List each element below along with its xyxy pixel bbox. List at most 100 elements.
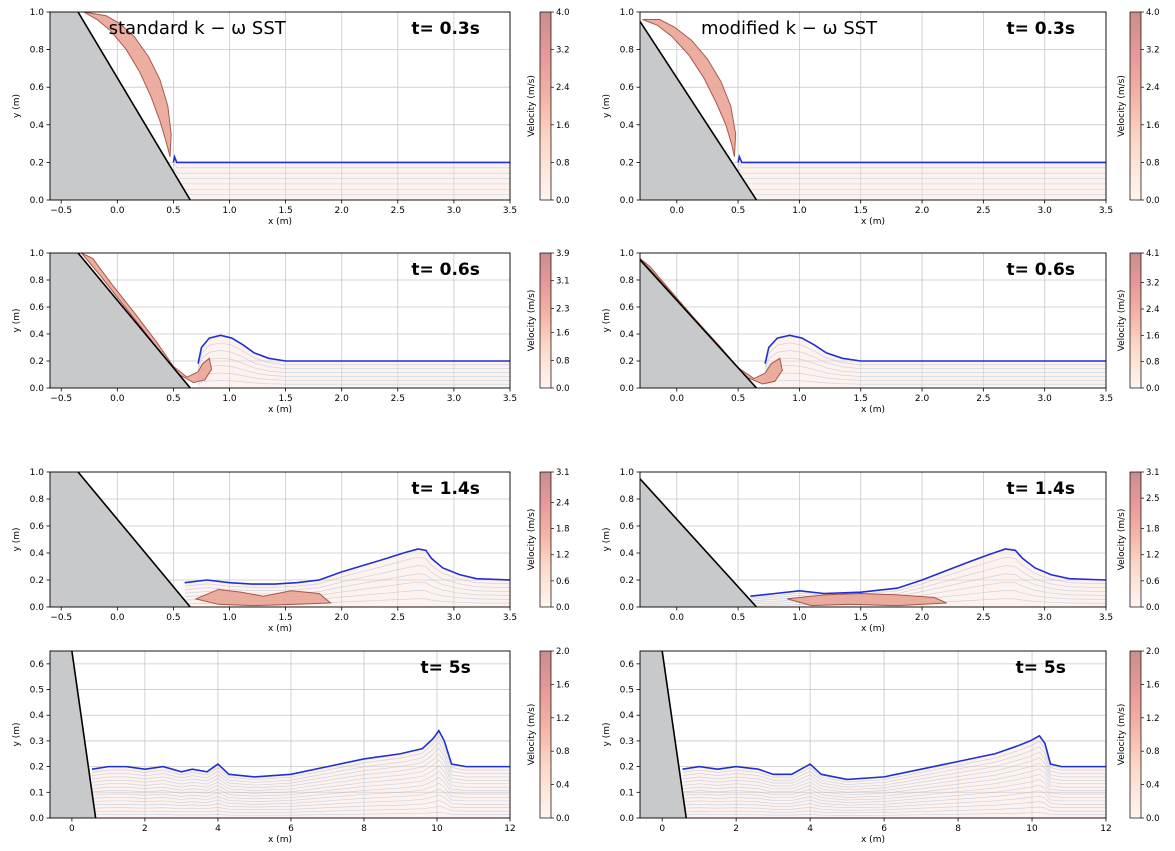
x-tick-label: 4 bbox=[215, 824, 221, 834]
streamline bbox=[764, 350, 1106, 371]
x-tick-label: 0 bbox=[659, 824, 665, 834]
x-tick-label: 3.5 bbox=[1099, 394, 1113, 404]
colorbar-tick-label: 0.0 bbox=[556, 603, 570, 613]
streamline bbox=[91, 753, 510, 789]
slope-solid bbox=[50, 651, 96, 818]
y-tick-label: 0.2 bbox=[30, 357, 44, 367]
y-tick-label: 0.3 bbox=[30, 737, 44, 747]
free-surface-line bbox=[682, 734, 1106, 781]
high-velocity-jet bbox=[640, 258, 783, 385]
colorbar-label: Velocity (m/s) bbox=[527, 75, 537, 137]
x-tick-label: 3.0 bbox=[447, 206, 462, 216]
x-axis-label: x (m) bbox=[861, 835, 885, 845]
y-tick-label: 1.0 bbox=[620, 249, 635, 259]
colorbar bbox=[1129, 471, 1142, 608]
plot-area bbox=[50, 651, 510, 818]
colorbar-tick-label: 0.0 bbox=[556, 196, 570, 206]
slope-edge bbox=[77, 472, 191, 607]
colorbar-label: Velocity (m/s) bbox=[1117, 509, 1127, 571]
y-tick-label: 0.6 bbox=[620, 303, 635, 313]
y-tick-label: 0.8 bbox=[620, 46, 635, 56]
colorbar bbox=[539, 11, 552, 201]
colorbar-tick-label: 0.0 bbox=[1146, 603, 1160, 613]
streamline bbox=[682, 795, 1106, 809]
panel-content bbox=[640, 258, 1106, 388]
y-tick-label: 0.4 bbox=[620, 549, 635, 559]
plot-frame bbox=[49, 11, 511, 201]
y-axis-label: y (m) bbox=[602, 528, 612, 552]
free-surface-line bbox=[737, 154, 1106, 164]
colorbar-tick-label: 0.8 bbox=[556, 356, 570, 366]
y-tick-label: 0.3 bbox=[620, 737, 634, 747]
plot-frame bbox=[639, 471, 1107, 608]
y-tick-label: 0.0 bbox=[30, 814, 45, 824]
y-tick-label: 0.2 bbox=[30, 763, 44, 773]
plot-frame bbox=[639, 252, 1107, 389]
streamline bbox=[91, 741, 510, 783]
x-tick-label: 3.5 bbox=[1099, 613, 1113, 623]
y-tick-label: 0.2 bbox=[620, 158, 634, 168]
panel-content bbox=[640, 478, 1106, 607]
streamline bbox=[682, 806, 1106, 814]
water-velocity-field bbox=[91, 730, 510, 818]
colorbar-tick-label: 1.6 bbox=[556, 121, 570, 131]
colorbar-label: Velocity (m/s) bbox=[527, 704, 537, 766]
streamline bbox=[682, 740, 1106, 783]
colorbar-tick-label: 2.0 bbox=[556, 647, 570, 657]
streamline bbox=[91, 735, 510, 780]
colorbar bbox=[1129, 650, 1142, 819]
free-surface-line bbox=[184, 548, 510, 585]
colorbar-tick-label: 2.0 bbox=[1146, 647, 1160, 657]
y-axis-label: y (m) bbox=[12, 723, 22, 747]
x-tick-label: 1.0 bbox=[792, 394, 807, 404]
colorbar-tick-label: 3.2 bbox=[1146, 279, 1160, 289]
y-tick-label: 0.8 bbox=[30, 276, 45, 286]
y-tick-label: 0.0 bbox=[30, 196, 45, 206]
streamline bbox=[91, 788, 510, 805]
panel-mod-t14: 0.0 0.5 1.0 1.5 2.0 2.5 3.0 3.5 0.0 0.2 0.4 0.6 0.8 1… bbox=[602, 468, 1160, 634]
panel-mod-t5: 0 2 4 6 8 10 12 0.0 0.1 0.2 0.3 0.4 0.5 0.6 x (m) y (m)… bbox=[602, 647, 1160, 845]
y-tick-label: 0.8 bbox=[620, 276, 635, 286]
x-tick-label: 2.0 bbox=[335, 394, 350, 404]
colorbar-tick-label: 1.6 bbox=[1146, 680, 1160, 690]
streamline bbox=[197, 350, 510, 371]
y-tick-label: 0.4 bbox=[620, 121, 635, 131]
colorbar-label: Velocity (m/s) bbox=[1117, 75, 1127, 137]
y-tick-label: 0.5 bbox=[30, 686, 44, 696]
colorbar bbox=[1129, 252, 1142, 389]
x-tick-label: 0.5 bbox=[166, 206, 180, 216]
x-tick-label: 1.5 bbox=[854, 613, 868, 623]
x-tick-label: 1.0 bbox=[222, 206, 237, 216]
y-tick-label: 0.4 bbox=[620, 330, 635, 340]
colorbar-tick-label: 2.3 bbox=[556, 304, 570, 314]
colorbar-tick-label: 3.1 bbox=[556, 277, 570, 287]
y-axis-label: y (m) bbox=[602, 723, 612, 747]
x-tick-label: 1.0 bbox=[792, 613, 807, 623]
y-axis-label: y (m) bbox=[602, 309, 612, 333]
y-tick-label: 0.0 bbox=[620, 384, 635, 394]
y-tick-label: 0.4 bbox=[30, 711, 45, 721]
panel-content bbox=[50, 12, 510, 200]
slope-edge bbox=[77, 12, 191, 200]
streamline bbox=[184, 556, 510, 588]
x-axis-label: x (m) bbox=[268, 405, 292, 415]
streamline bbox=[682, 812, 1106, 816]
x-tick-label: 3.5 bbox=[503, 206, 517, 216]
streamline bbox=[173, 162, 510, 169]
x-tick-label: 3.0 bbox=[1038, 206, 1053, 216]
free-surface-line bbox=[172, 153, 510, 164]
x-tick-label: 3.0 bbox=[447, 613, 462, 623]
colorbar-tick-label: 2.4 bbox=[1146, 305, 1160, 315]
y-tick-label: 0.2 bbox=[620, 763, 634, 773]
colorbar-tick-label: 0.8 bbox=[1146, 358, 1160, 368]
y-axis-label: y (m) bbox=[602, 94, 612, 118]
streamline bbox=[197, 380, 510, 385]
colorbar-tick-label: 1.2 bbox=[1146, 551, 1160, 561]
x-tick-label: 1.0 bbox=[792, 206, 807, 216]
panel-std-t03: −0.5 0.0 0.5 1.0 1.5 2.0 2.5 3.0 3.5 0.0 0.2 0.4 0.6… bbox=[12, 8, 570, 227]
time-label: t= 0.3s bbox=[1006, 19, 1075, 39]
x-tick-label: 6 bbox=[288, 824, 294, 834]
colorbar-tick-label: 0.8 bbox=[556, 747, 570, 757]
streamline bbox=[173, 168, 510, 174]
time-label: t= 5s bbox=[420, 658, 470, 678]
